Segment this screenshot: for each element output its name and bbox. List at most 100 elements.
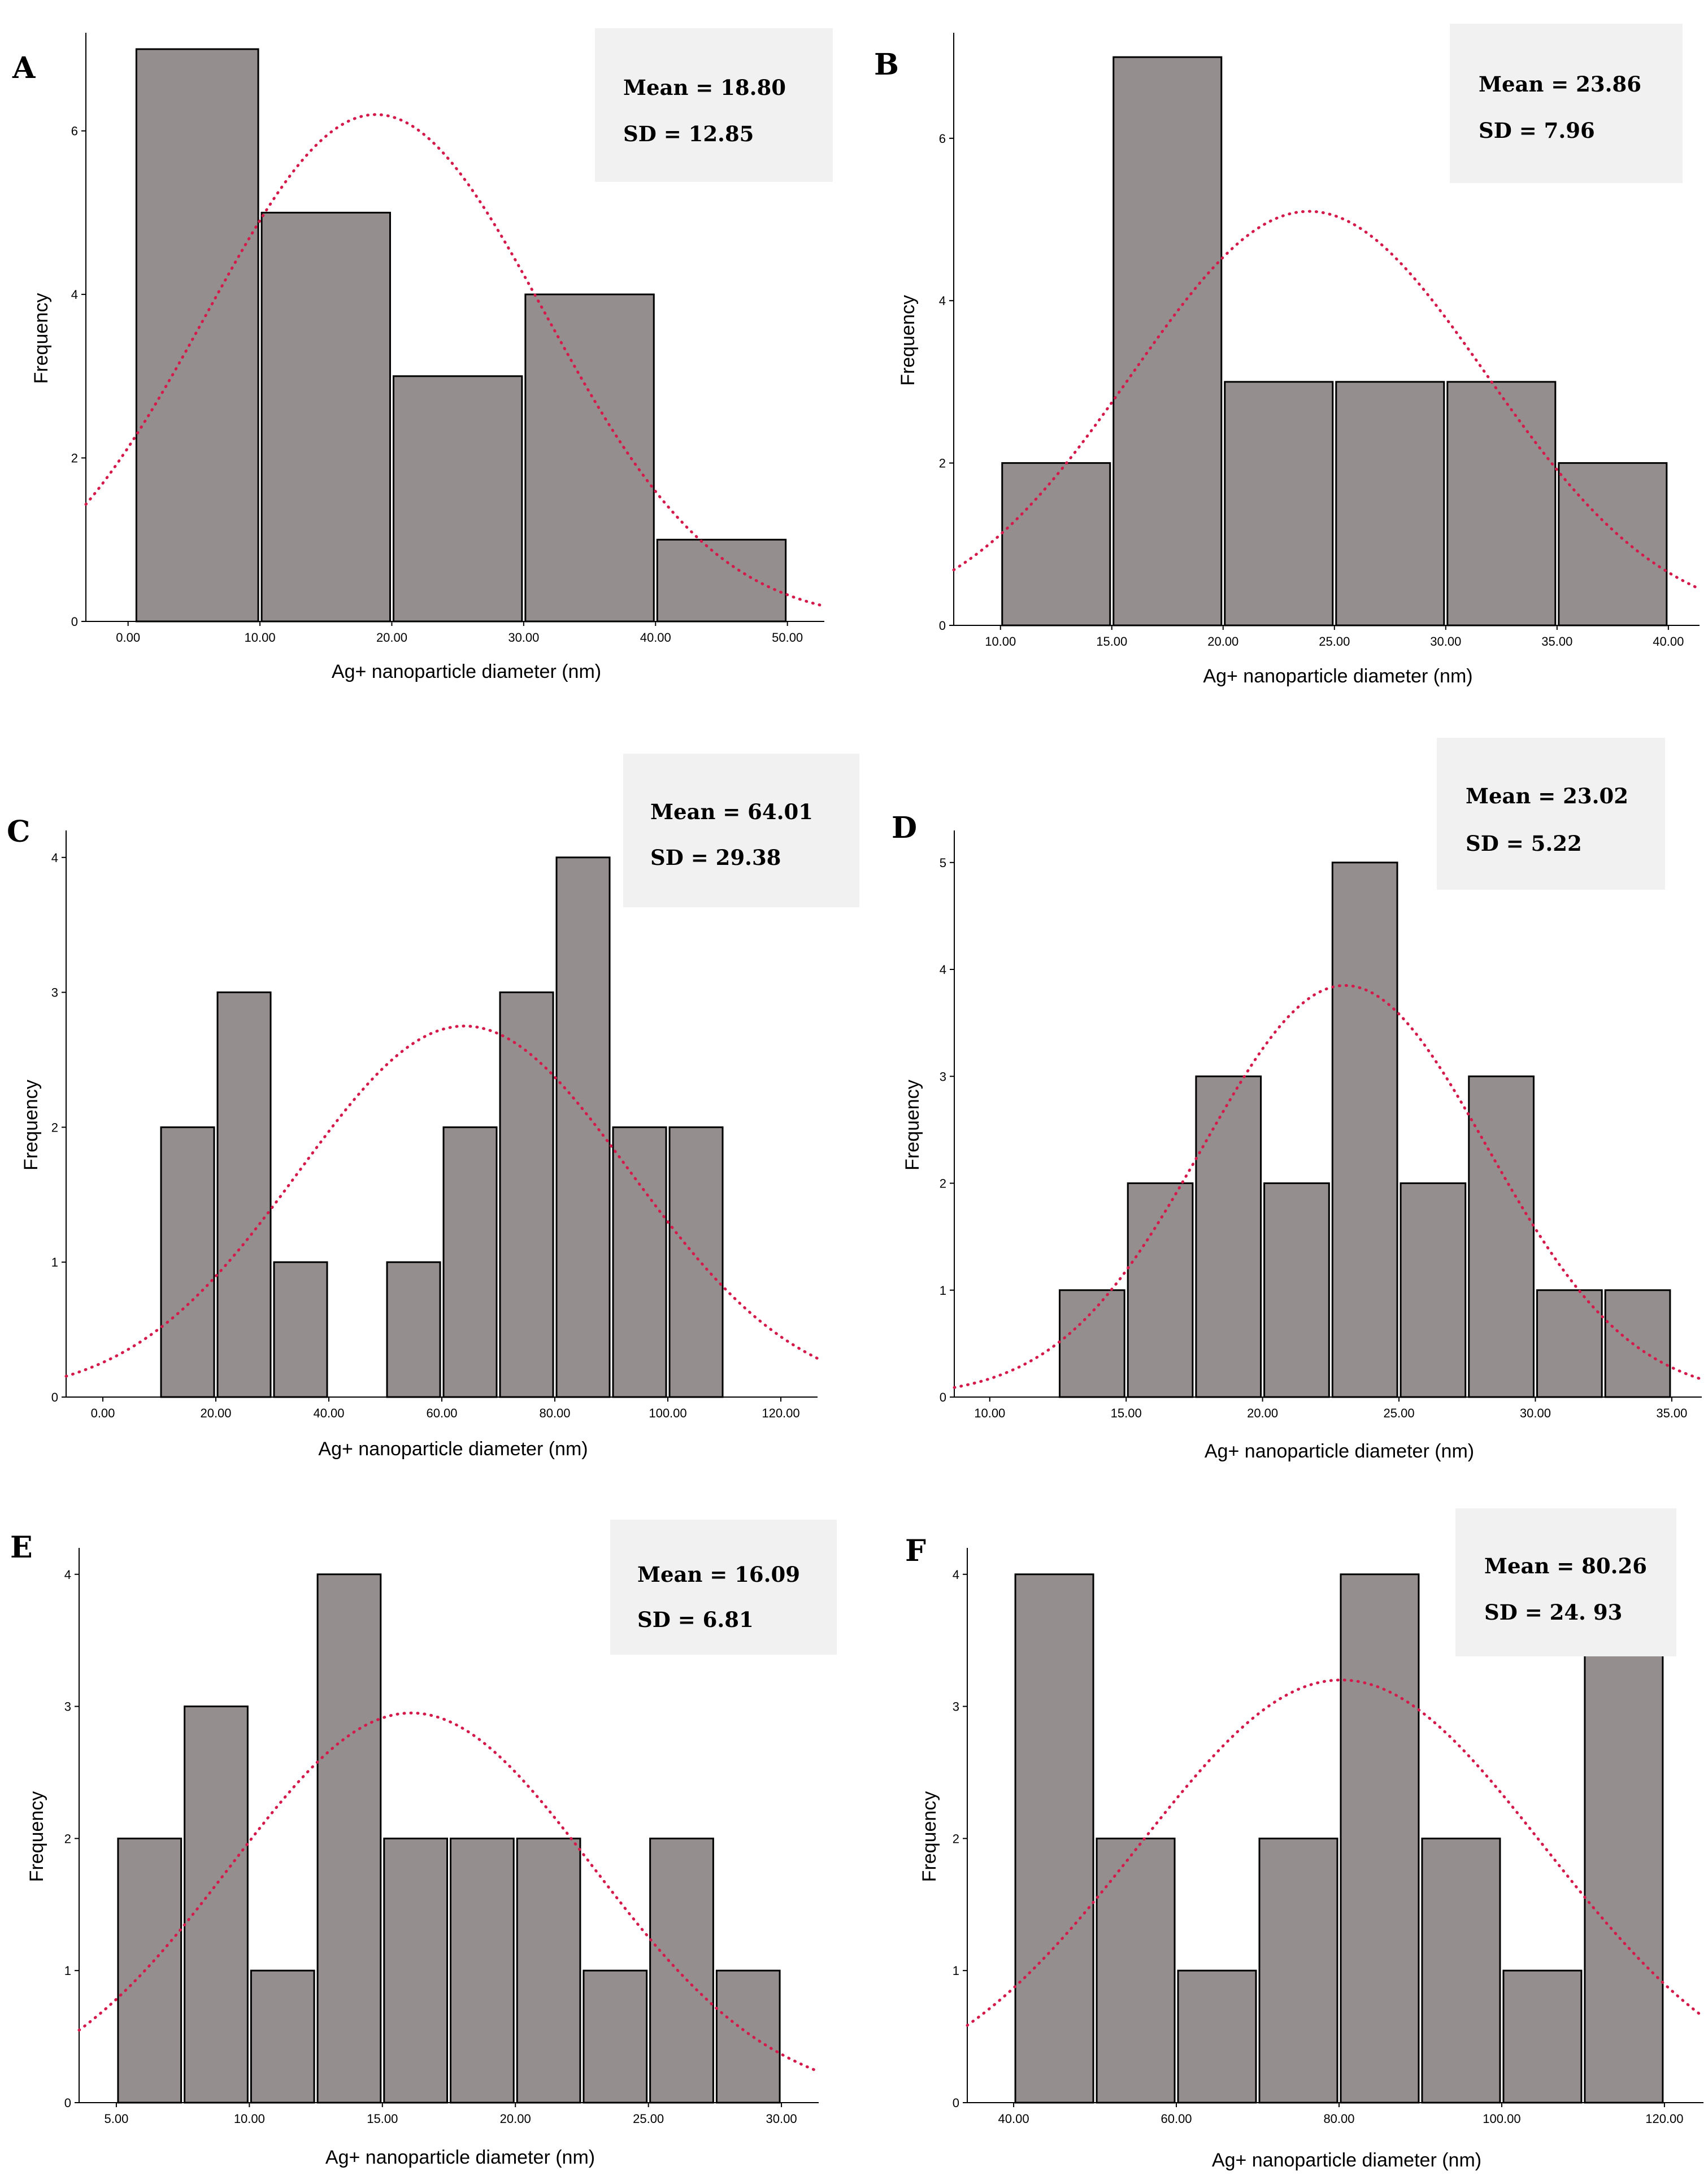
histogram-bar bbox=[1604, 1289, 1671, 1398]
sd-label: SD = 5.22 bbox=[1466, 831, 1582, 856]
y-tick-label: 0 bbox=[71, 615, 78, 629]
histogram-bar bbox=[316, 1573, 382, 2104]
histogram-bar bbox=[450, 1837, 515, 2104]
x-tick-label: 20.00 bbox=[376, 630, 407, 645]
histogram-bar bbox=[184, 1706, 249, 2104]
x-tick-label: 10.00 bbox=[234, 2112, 265, 2126]
x-tick-label: 50.00 bbox=[772, 630, 803, 645]
y-tick-label: 2 bbox=[64, 1831, 71, 1846]
y-tick-label: 1 bbox=[953, 1964, 959, 1978]
histogram-bar bbox=[386, 1261, 441, 1398]
histogram-bar bbox=[516, 1837, 581, 2104]
x-tick-label: 120.00 bbox=[1645, 2112, 1683, 2126]
y-axis-title: Frequency bbox=[897, 295, 919, 386]
y-axis-title: Frequency bbox=[20, 1080, 42, 1171]
histogram-bar bbox=[1446, 381, 1557, 627]
mean-label: Mean = 80.26 bbox=[1484, 1554, 1647, 1578]
y-tick-label: 5 bbox=[940, 856, 946, 870]
histogram-bar bbox=[1195, 1075, 1262, 1398]
histogram-bar bbox=[1421, 1837, 1501, 2104]
panel-e: 0 1 2 3 4 5.00 10.00 15.00 20.00 25.00 30.00 Ag+ na… bbox=[10, 1520, 837, 2168]
mean-label: Mean = 64.01 bbox=[650, 799, 813, 824]
x-tick-label: 20.00 bbox=[1247, 1406, 1278, 1420]
y-tick-label: 4 bbox=[51, 851, 58, 865]
histogram-bar bbox=[160, 1126, 215, 1398]
histogram-bar bbox=[1558, 462, 1668, 627]
histogram-bar bbox=[135, 48, 259, 623]
x-tick-label: 40.00 bbox=[313, 1406, 344, 1420]
y-tick-label: 3 bbox=[940, 1069, 946, 1084]
mean-label: Mean = 23.86 bbox=[1479, 72, 1641, 97]
mean-label: Mean = 23.02 bbox=[1466, 784, 1628, 808]
histogram-bar bbox=[1224, 381, 1334, 627]
y-tick-label: 4 bbox=[71, 288, 78, 302]
histogram-bar bbox=[524, 293, 655, 623]
x-tick-label: 20.00 bbox=[1207, 634, 1238, 649]
x-axis-title: Ag+ nanoparticle diameter (nm) bbox=[325, 2147, 595, 2168]
x-tick-label: 100.00 bbox=[649, 1406, 686, 1420]
x-tick-label: 10.00 bbox=[985, 634, 1016, 649]
histogram-bar bbox=[383, 1837, 449, 2104]
sd-label: SD = 24. 93 bbox=[1484, 1600, 1622, 1625]
panel-b: 0 2 4 6 10.00 15.00 20.00 25.00 30.00 35.00 40.00 A… bbox=[874, 24, 1701, 687]
y-tick-label: 0 bbox=[939, 619, 946, 633]
panel-letter: C bbox=[7, 815, 30, 849]
histogram-bar bbox=[216, 991, 272, 1398]
histogram-bar bbox=[1468, 1075, 1535, 1398]
histogram-bar bbox=[1127, 1182, 1194, 1398]
x-tick-label: 15.00 bbox=[1096, 634, 1127, 649]
y-tick-label: 6 bbox=[71, 124, 78, 138]
x-tick-label: 30.00 bbox=[1520, 1406, 1551, 1420]
histogram-bar bbox=[1263, 1182, 1330, 1398]
histogram-bar bbox=[1258, 1837, 1338, 2104]
histogram-bar bbox=[1112, 56, 1223, 627]
x-tick-label: 100.00 bbox=[1483, 2112, 1520, 2126]
sd-label: SD = 6.81 bbox=[637, 1607, 754, 1632]
stats-box bbox=[1437, 738, 1665, 890]
y-tick-label: 1 bbox=[64, 1964, 71, 1978]
histogram-bar bbox=[649, 1837, 714, 2104]
x-tick-label: 20.00 bbox=[500, 2112, 531, 2126]
x-tick-label: 25.00 bbox=[633, 2112, 664, 2126]
y-tick-label: 2 bbox=[939, 456, 946, 471]
y-tick-label: 3 bbox=[64, 1700, 71, 1714]
x-tick-label: 0.00 bbox=[116, 630, 140, 645]
histogram-bar bbox=[1014, 1573, 1094, 2104]
y-tick-label: 2 bbox=[953, 1831, 959, 1846]
x-axis-title: Ag+ nanoparticle diameter (nm) bbox=[1205, 1441, 1474, 1462]
x-tick-label: 30.00 bbox=[1430, 634, 1461, 649]
panel-letter: A bbox=[12, 51, 36, 85]
y-tick-label: 4 bbox=[939, 294, 946, 308]
normal-distribution-curve bbox=[77, 1711, 820, 2073]
panel-letter: F bbox=[905, 1534, 926, 1568]
histogram-bar bbox=[442, 1126, 498, 1398]
x-tick-label: 25.00 bbox=[1319, 634, 1350, 649]
x-tick-label: 35.00 bbox=[1541, 634, 1572, 649]
x-tick-label: 10.00 bbox=[974, 1406, 1005, 1420]
histogram-bar bbox=[1502, 1969, 1583, 2104]
y-tick-label: 1 bbox=[940, 1284, 946, 1298]
y-tick-label: 0 bbox=[51, 1390, 58, 1404]
stats-box bbox=[1455, 1508, 1676, 1656]
y-tick-label: 3 bbox=[51, 986, 58, 1000]
panel-f: 0 1 2 3 4 40.00 60.00 80.00 100.00 120.00 Ag+ nano… bbox=[905, 1508, 1705, 2171]
x-tick-label: 25.00 bbox=[1384, 1406, 1415, 1420]
y-tick-label: 0 bbox=[940, 1390, 946, 1404]
x-tick-label: 35.00 bbox=[1656, 1406, 1687, 1420]
histogram-bar bbox=[656, 538, 787, 623]
histogram-bar bbox=[583, 1969, 648, 2104]
mean-label: Mean = 16.09 bbox=[637, 1562, 800, 1587]
y-axis-title: Frequency bbox=[31, 293, 52, 384]
x-tick-label: 0.00 bbox=[91, 1406, 115, 1420]
histogram-bar bbox=[1001, 462, 1111, 627]
y-axis-title: Frequency bbox=[919, 1791, 940, 1882]
histogram-bar bbox=[555, 856, 611, 1398]
x-tick-label: 5.00 bbox=[105, 2112, 129, 2126]
histogram-bar bbox=[1058, 1289, 1125, 1398]
panel-d: 0 1 2 3 4 5 10.00 15.00 20.00 25.00 30.00 35.00 Ag+ … bbox=[892, 738, 1703, 1462]
histogram-bar bbox=[250, 1969, 315, 2104]
x-tick-label: 40.00 bbox=[640, 630, 671, 645]
panel-a: 0 2 4 6 0.00 10.00 20.00 30.00 40.00 50.00 Ag+ nan… bbox=[12, 28, 833, 682]
histogram-bar bbox=[1177, 1969, 1257, 2104]
